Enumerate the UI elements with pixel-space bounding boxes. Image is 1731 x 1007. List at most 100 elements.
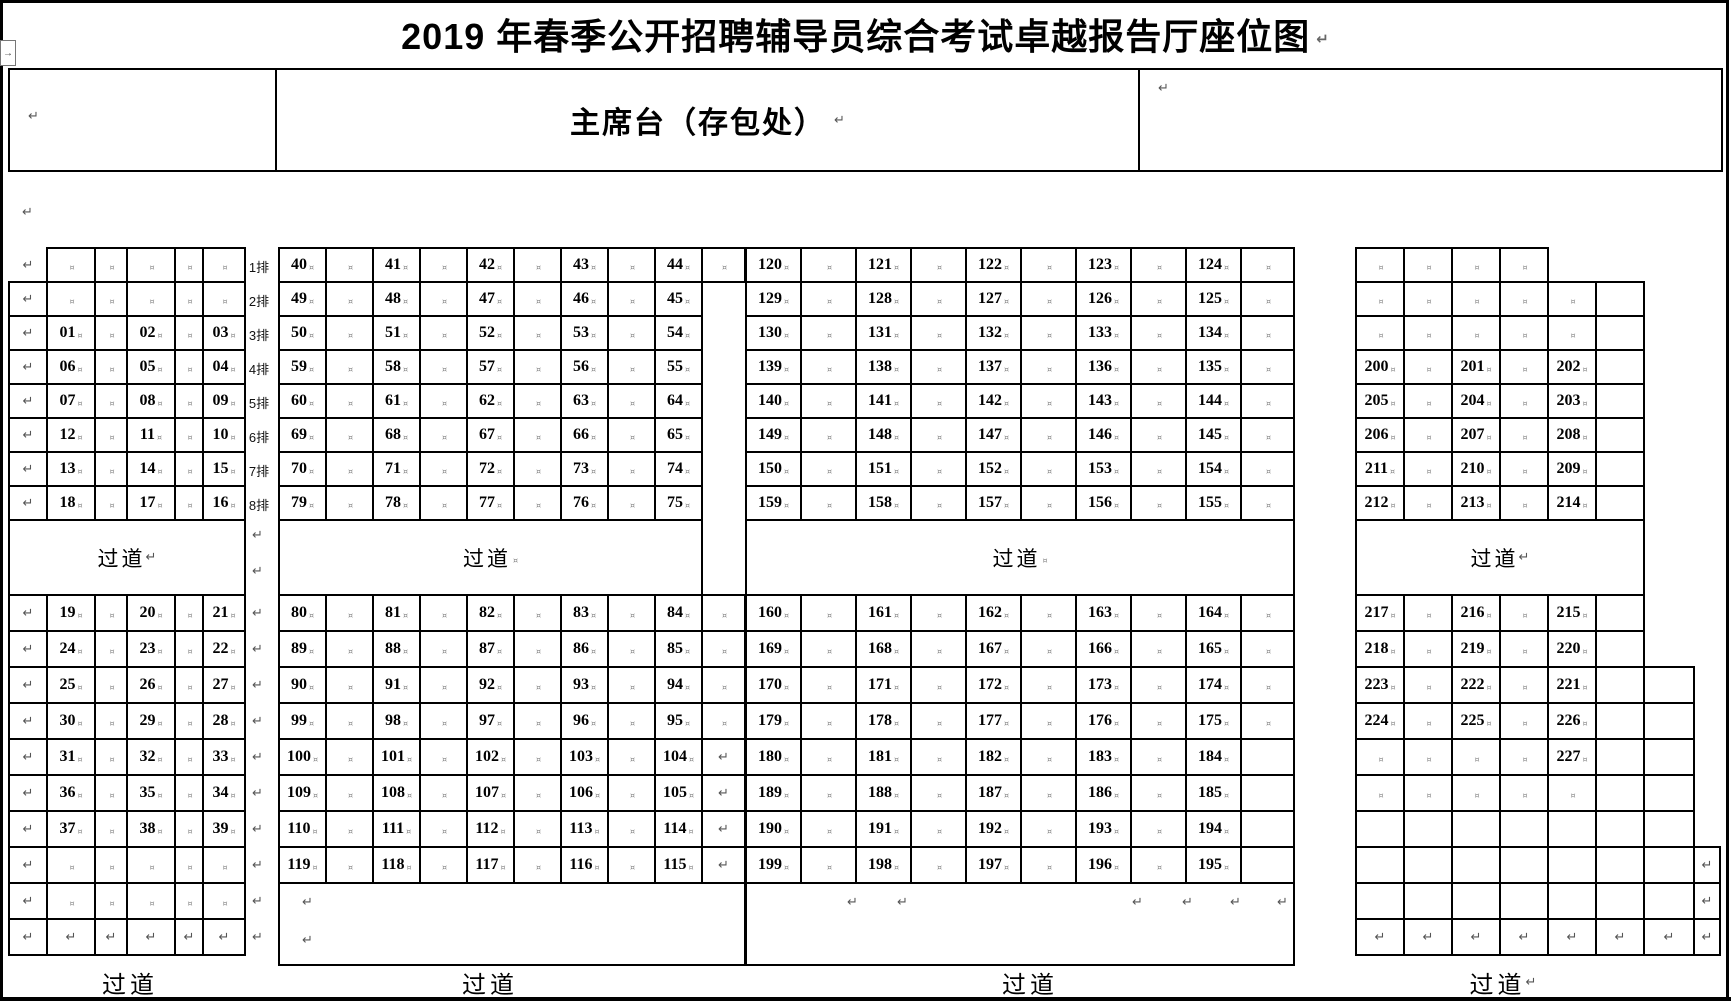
cell-end-mark: ¤ [783,719,790,728]
cell-end-mark: ¤ [936,263,943,272]
seat-row: 130 ¤ ¤ 131 ¤ ¤ 132 ¤ ¤ 133 ¤ ¤ 134 ¤ ¤ [745,315,1295,351]
empty-cell [1451,810,1501,848]
empty-seat-cell: ¤ [325,630,374,668]
pilcrow-cell: ↵ [126,918,176,956]
empty-seat-cell: ¤ [607,810,656,848]
seat-number: 216 [1460,604,1485,621]
seat-number: 08 [139,392,156,409]
cell-end-mark: ¤ [441,611,448,620]
seat-cell: 47 ¤ [466,281,515,317]
seat-cell: 05 ¤ [126,349,176,385]
cell-end-mark: ¤ [1156,467,1163,476]
seat-number: 43 [572,256,589,273]
seat-number: 188 [867,784,892,801]
seat-number: 36 [59,784,76,801]
cell-end-mark: ¤ [590,365,597,374]
empty-seat-cell: ¤ [910,846,967,884]
pilcrow-icon: ↵ [22,749,34,765]
cell-end-mark: ¤ [1003,331,1010,340]
seat-cell: 167 ¤ [965,630,1022,668]
cell-end-mark: ¤ [496,331,503,340]
cell-end-mark: ¤ [308,365,315,374]
cell-end-mark: ¤ [308,433,315,442]
pilcrow-icon: ↵ [22,291,34,307]
seat-cell: 114 ¤ [654,810,703,848]
seat-number: 141 [867,392,892,409]
empty-seat-cell: ¤ [1499,315,1549,351]
empty-seat-cell: ¤ [94,281,128,317]
cell-end-mark: ¤ [535,399,542,408]
cell-end-mark: ¤ [629,647,636,656]
seat-cell: 09 ¤ [202,383,246,419]
seat-number: 112 [475,820,499,837]
seat-row: 70 ¤ ¤ 71 ¤ ¤ 72 ¤ ¤ 73 ¤ ¤ 74 ¤ [278,451,746,487]
seat-cell: 181 ¤ [855,738,912,776]
cell-end-mark: ¤ [1046,755,1053,764]
pilcrow-icon: ↵ [252,642,263,657]
cell-end-mark: ¤ [1265,611,1272,620]
cell-end-mark: ¤ [230,755,236,764]
empty-seat-cell: ¤ [1499,702,1549,740]
seat-cell: 29 ¤ [126,702,176,740]
cell-end-mark: ¤ [1046,433,1053,442]
cell-end-mark: ¤ [893,501,900,510]
empty-seat-cell: ¤ [513,247,562,283]
cell-end-mark: ¤ [590,719,597,728]
page-title-text: 2019 年春季公开招聘辅导员综合考试卓越报告厅座位图 [401,16,1311,57]
seat-cell: 182 ¤ [965,738,1022,776]
seat-cell: 117 ¤ [466,846,515,884]
seat-number: 127 [977,290,1002,307]
empty-seat-cell: ¤ [1130,383,1187,419]
empty-seat-cell: ¤ [1403,417,1453,453]
seat-row: 69 ¤ ¤ 68 ¤ ¤ 67 ¤ ¤ 66 ¤ ¤ 65 ¤ [278,417,746,453]
empty-seat-cell: ¤ [419,349,468,385]
cell-end-mark: ¤ [1113,399,1120,408]
cell-end-mark: ¤ [230,501,236,510]
empty-seat-cell: ¤ [607,315,656,351]
seat-number: 17 [139,494,156,511]
empty-seat-cell: ¤ [910,594,967,632]
cell-end-mark: ¤ [77,827,83,836]
cell-end-mark: ¤ [1156,611,1163,620]
empty-seat-cell: ¤ [94,247,128,283]
pilcrow-cell: ↵ [1499,918,1549,956]
seat-number: 129 [757,290,782,307]
empty-seat-cell: ¤ [1403,247,1453,283]
cell-end-mark: ¤ [1046,365,1053,374]
seat-number: 79 [290,494,307,511]
seat-cell: 94 ¤ [654,666,703,704]
cell-end-mark: ¤ [69,899,75,908]
cell-end-mark: ¤ [1223,263,1230,272]
seat-cell: 180 ¤ [745,738,802,776]
empty-seat-cell: ¤ [1355,247,1405,283]
pilcrow-icon: ↵ [1614,929,1626,945]
seat-number: 152 [977,460,1002,477]
cell-end-mark: ¤ [500,755,507,764]
cell-end-mark: ¤ [1113,263,1120,272]
pilcrow-icon: ↵ [22,359,34,375]
cell-end-mark: ¤ [441,297,448,306]
seat-row: 79 ¤ ¤ 78 ¤ ¤ 77 ¤ ¤ 76 ¤ ¤ 75 ¤ [278,485,746,521]
cell-end-mark: ¤ [441,399,448,408]
cell-end-mark: ¤ [893,719,900,728]
seat-cell: 158 ¤ [855,485,912,521]
pilcrow-icon: ↵ [1470,929,1482,945]
cell-end-mark: ¤ [347,719,354,728]
seat-number: 220 [1556,640,1581,657]
seat-cell: 48 ¤ [372,281,421,317]
empty-seat-cell: ¤ [1547,281,1597,317]
seat-row: 190 ¤ ¤ 191 ¤ ¤ 192 ¤ ¤ 193 ¤ ¤ 194 ¤ [745,810,1295,848]
cell-end-mark: ¤ [402,683,409,692]
cell-end-mark: ¤ [590,611,597,620]
cell-end-mark: ¤ [1522,755,1528,764]
seat-number: 123 [1087,256,1112,273]
seat-cell: 37 ¤ [46,810,96,848]
cell-end-mark: ¤ [629,501,636,510]
seat-number: 62 [478,392,495,409]
empty-seat-cell: ¤ [800,702,857,740]
empty-seat-cell: ¤ [94,594,128,632]
cell-end-mark: ¤ [496,297,503,306]
seat-row: 100 ¤ ¤ 101 ¤ ¤ 102 ¤ ¤ 103 ¤ ¤ 104 ¤ ↵ [278,738,746,776]
empty-seat-cell: ¤ [910,630,967,668]
